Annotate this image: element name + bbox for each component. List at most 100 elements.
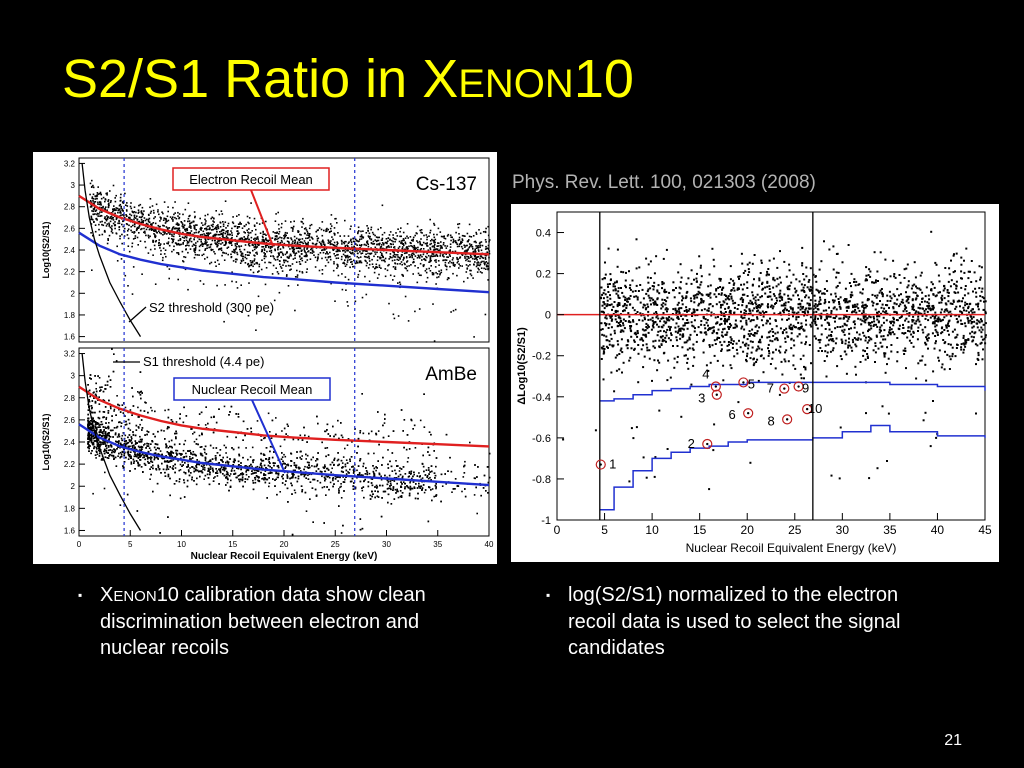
data-point — [354, 486, 357, 489]
data-point — [100, 204, 102, 206]
data-point — [155, 469, 158, 471]
data-point — [324, 470, 326, 473]
data-point — [306, 248, 308, 250]
data-point — [448, 254, 451, 256]
data-point — [391, 452, 394, 454]
data-point — [171, 228, 174, 230]
data-point — [164, 217, 166, 220]
data-point — [187, 241, 190, 244]
data-point — [212, 223, 214, 226]
data-point — [121, 201, 124, 204]
data-point — [112, 209, 115, 212]
data-point — [177, 211, 179, 214]
data-point — [307, 474, 309, 477]
data-point — [140, 222, 142, 224]
data-point — [199, 280, 202, 282]
data-point — [147, 457, 149, 459]
data-point — [476, 264, 479, 266]
data-point — [396, 263, 399, 265]
data-point — [440, 241, 442, 243]
data-point — [177, 227, 179, 230]
data-point — [198, 249, 201, 252]
data-point — [187, 202, 190, 204]
data-point — [134, 223, 136, 225]
data-point — [473, 263, 475, 266]
data-point — [165, 460, 168, 463]
data-point — [467, 260, 470, 262]
data-point — [476, 246, 479, 249]
data-point — [234, 250, 236, 253]
data-point — [326, 227, 328, 230]
data-point — [119, 235, 121, 237]
data-point — [214, 226, 217, 229]
data-point — [164, 222, 167, 224]
data-point — [218, 213, 221, 216]
data-point — [130, 436, 133, 438]
data-point — [158, 242, 160, 244]
data-point — [195, 242, 197, 244]
data-point — [465, 244, 467, 247]
data-point — [103, 430, 105, 432]
data-point — [104, 200, 106, 203]
data-point — [143, 210, 145, 212]
data-point — [114, 200, 117, 203]
data-point — [187, 232, 190, 234]
data-point — [288, 242, 290, 244]
data-point — [322, 241, 325, 244]
data-point — [463, 280, 465, 283]
data-point — [329, 223, 332, 225]
data-point — [352, 488, 355, 490]
data-point — [133, 216, 136, 219]
data-point — [171, 420, 174, 423]
data-point — [188, 470, 190, 473]
data-point — [408, 265, 410, 267]
data-point — [223, 259, 226, 261]
data-point — [400, 227, 402, 229]
data-point — [277, 211, 279, 214]
data-point — [120, 193, 122, 196]
data-point — [364, 478, 366, 481]
data-point — [312, 251, 315, 253]
data-point — [142, 221, 144, 224]
data-point — [251, 261, 254, 264]
data-point — [274, 462, 276, 464]
data-point — [234, 225, 237, 228]
data-point — [327, 228, 329, 231]
data-point — [210, 261, 213, 264]
data-point — [263, 255, 266, 257]
data-point — [214, 234, 217, 237]
data-point — [344, 240, 346, 243]
data-point — [131, 437, 133, 440]
data-point — [306, 259, 309, 261]
data-point — [434, 249, 436, 251]
data-point — [176, 454, 178, 456]
data-point — [219, 233, 221, 236]
data-point — [389, 253, 392, 255]
data-point — [436, 276, 438, 279]
data-point — [104, 221, 106, 224]
data-point — [330, 230, 332, 232]
data-point — [297, 230, 300, 233]
data-point — [123, 227, 126, 230]
data-point — [436, 254, 438, 257]
data-point — [118, 204, 121, 207]
data-point — [281, 252, 284, 255]
data-point — [379, 251, 382, 254]
data-point — [240, 462, 242, 464]
data-point — [107, 457, 110, 459]
data-point — [413, 261, 415, 263]
data-point — [266, 250, 268, 253]
data-point — [472, 248, 474, 250]
data-point — [153, 458, 156, 461]
data-point — [337, 274, 340, 277]
data-point — [349, 239, 352, 242]
data-point — [279, 265, 282, 268]
data-point — [358, 230, 360, 232]
data-point — [260, 250, 263, 253]
data-point — [397, 256, 399, 258]
data-point — [252, 271, 255, 274]
data-point — [232, 216, 234, 218]
data-point — [275, 213, 277, 215]
data-point — [138, 454, 141, 457]
data-point — [255, 228, 257, 231]
